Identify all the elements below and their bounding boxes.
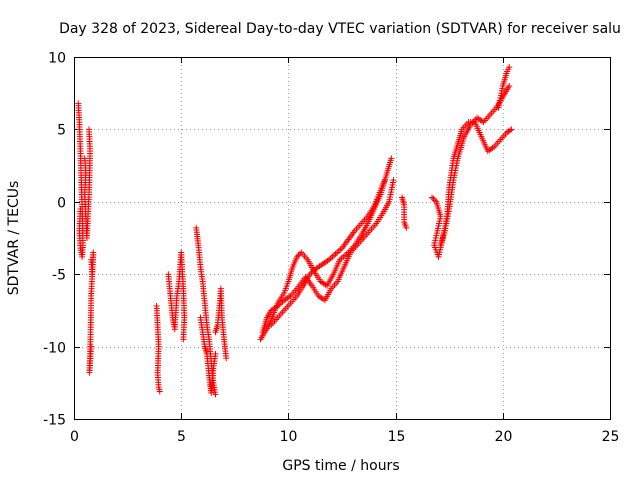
chart-title: Day 328 of 2023, Sidereal Day-to-day VTE… xyxy=(59,21,621,37)
x-tick-label: 5 xyxy=(177,429,186,445)
y-tick-label: 10 xyxy=(48,51,66,67)
data-point xyxy=(431,197,438,204)
x-tick-label: 20 xyxy=(495,429,513,445)
data-point xyxy=(388,155,395,162)
data-point xyxy=(86,126,93,133)
data-point xyxy=(156,388,163,395)
y-tick-label: -15 xyxy=(43,413,66,429)
data-point xyxy=(508,126,515,133)
plot-frame xyxy=(74,57,611,420)
data-point xyxy=(77,206,84,213)
data-point xyxy=(212,350,219,357)
data-point xyxy=(390,177,397,184)
y-tick-label: 0 xyxy=(57,196,66,212)
grid-lines xyxy=(74,57,610,419)
y-tick-label: 5 xyxy=(57,123,66,139)
data-point xyxy=(381,177,388,184)
x-tick-label: 15 xyxy=(388,429,406,445)
data-point xyxy=(506,82,513,89)
data-point xyxy=(295,252,302,259)
data-point xyxy=(88,343,95,350)
data-point xyxy=(212,391,219,398)
data-series-sdtvar xyxy=(75,64,515,398)
data-point xyxy=(429,194,436,201)
data-point xyxy=(506,127,513,134)
data-point xyxy=(180,336,187,343)
data-point xyxy=(430,195,437,202)
data-point xyxy=(293,253,300,260)
x-tick-label: 0 xyxy=(70,429,79,445)
x-tick-label: 25 xyxy=(602,429,620,445)
x-tick-label: 10 xyxy=(280,429,298,445)
y-tick-label: -5 xyxy=(52,268,66,284)
x-axis-label: GPS time / hours xyxy=(282,458,399,474)
axis-ticks xyxy=(74,57,611,420)
data-point xyxy=(506,64,513,71)
data-point xyxy=(223,355,230,362)
y-axis-label: SDTVAR / TECUs xyxy=(6,181,22,296)
y-tick-label: -10 xyxy=(43,341,66,357)
data-point xyxy=(403,224,410,231)
